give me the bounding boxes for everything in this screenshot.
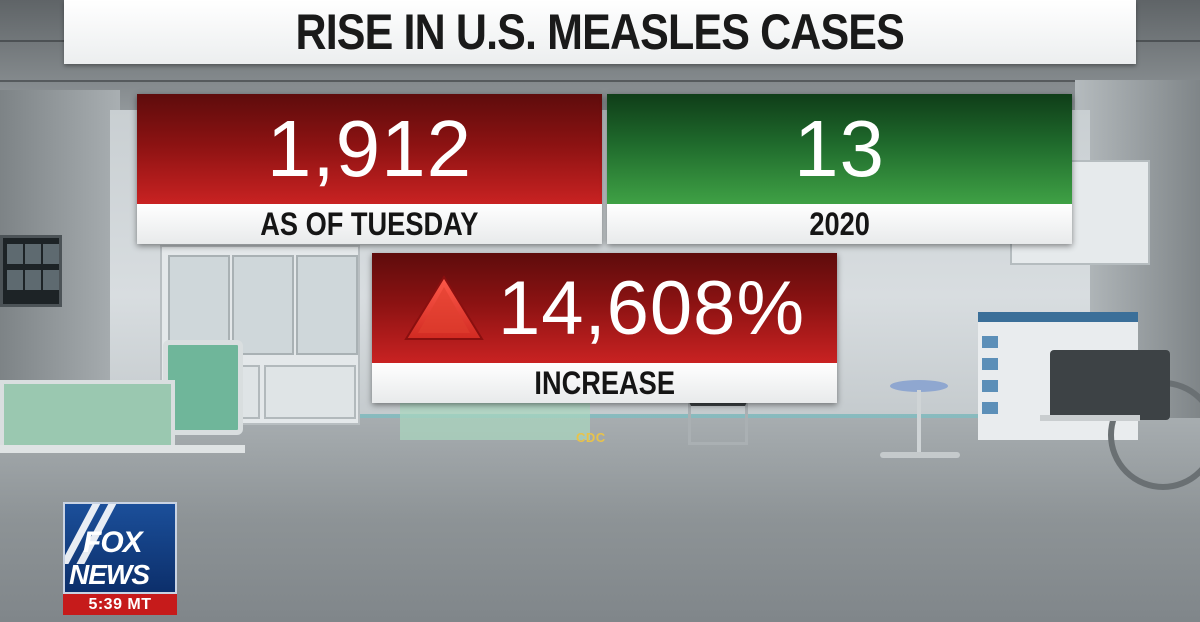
title-bar: RISE IN U.S. MEASLES CASES	[64, 0, 1136, 64]
cabinet-door	[296, 255, 358, 355]
xray-lightbox	[0, 235, 62, 307]
logo-text-news: NEWS	[69, 559, 150, 590]
stat-value: 13	[794, 104, 885, 193]
broadcast-time: 5:39 MT	[88, 595, 152, 613]
stat-label-panel: 2020	[607, 204, 1072, 244]
stat-previous-cases: 13 2020	[607, 94, 1072, 244]
stat-label: INCREASE	[534, 364, 675, 401]
stat-value: 14,608%	[497, 265, 806, 351]
broadcast-clock: 5:39 MT	[63, 594, 177, 615]
wheelchair	[1030, 320, 1200, 500]
cabinet-door	[232, 255, 294, 355]
stat-value-panel: 14,608%	[372, 253, 837, 363]
counter-drawer	[982, 336, 998, 348]
stat-value: 1,912	[266, 104, 473, 193]
network-logo-bug: FOX NEWS 5:39 MT	[63, 502, 177, 615]
xray-film	[25, 270, 41, 290]
fox-news-logo: FOX NEWS	[63, 502, 177, 594]
stat-percent-increase: 14,608% INCREASE	[372, 253, 837, 403]
stool-leg	[917, 390, 921, 455]
stool-seat	[890, 380, 948, 392]
bed-mattress	[0, 380, 175, 450]
stat-label: AS OF TUESDAY	[260, 205, 479, 242]
stat-current-cases: 1,912 AS OF TUESDAY	[137, 94, 602, 244]
stool-base	[880, 452, 960, 458]
stat-value-panel: 13	[607, 94, 1072, 204]
cabinet-drawer	[264, 365, 356, 419]
wheelchair-frame	[1040, 415, 1140, 421]
baseboard	[110, 414, 1090, 420]
hospital-bed	[0, 340, 250, 470]
xray-film	[7, 244, 23, 264]
stat-label-panel: INCREASE	[372, 363, 837, 403]
logo-text-fox: FOX	[83, 526, 143, 559]
stat-label: 2020	[809, 205, 870, 242]
source-credit: CDC	[576, 430, 606, 445]
xray-film	[7, 270, 23, 290]
ceiling-line	[0, 80, 1200, 82]
counter-drawer	[982, 358, 998, 370]
wheelchair-seat	[1050, 350, 1170, 420]
cabinet-door	[168, 255, 230, 355]
stat-label-panel: AS OF TUESDAY	[137, 204, 602, 244]
up-triangle-icon	[404, 275, 484, 340]
counter-drawer	[982, 402, 998, 414]
bed-rail	[0, 445, 245, 453]
xray-film	[25, 244, 41, 264]
bed-headboard	[163, 340, 243, 435]
stat-value-panel: 1,912	[137, 94, 602, 204]
medical-cabinet	[160, 245, 360, 425]
medical-cart	[688, 400, 748, 445]
graphic-title: RISE IN U.S. MEASLES CASES	[295, 4, 905, 60]
counter-drawer	[982, 380, 998, 392]
xray-film	[43, 244, 59, 264]
xray-film	[43, 270, 59, 290]
